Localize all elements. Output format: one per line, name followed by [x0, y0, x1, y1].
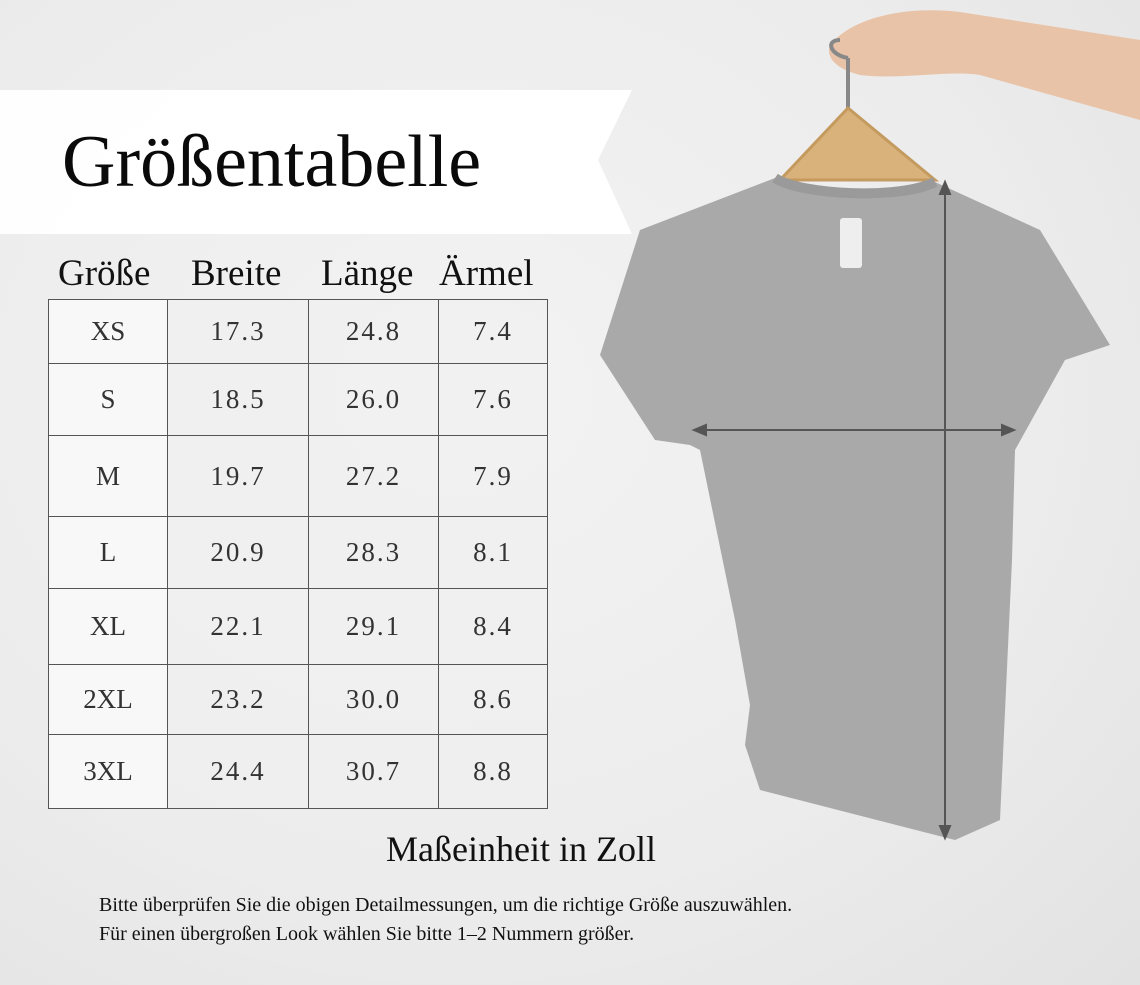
width-cell: 18.5: [167, 363, 309, 436]
size-cell: L: [48, 516, 168, 589]
width-cell: 24.4: [167, 734, 309, 809]
table-row: M 19.7 27.2 7.9: [48, 435, 548, 517]
length-cell: 26.0: [308, 363, 439, 436]
width-cell: 22.1: [167, 588, 309, 665]
note-line-2: Für einen übergroßen Look wählen Sie bit…: [99, 923, 635, 945]
width-cell: 19.7: [167, 435, 309, 517]
table-row: S 18.5 26.0 7.6: [48, 363, 548, 436]
width-cell: 23.2: [167, 664, 309, 735]
sleeve-cell: 8.4: [438, 588, 548, 665]
unit-note: Maßeinheit in Zoll: [386, 829, 656, 869]
page-title: Größentabelle: [62, 121, 482, 203]
header-size: Größe: [58, 253, 151, 294]
size-cell: XS: [48, 299, 168, 364]
sleeve-cell: 8.1: [438, 516, 548, 589]
table-row: L 20.9 28.3 8.1: [48, 516, 548, 589]
table-row: XS 17.3 24.8 7.4: [48, 299, 548, 364]
length-cell: 24.8: [308, 299, 439, 364]
size-cell: 3XL: [48, 734, 168, 809]
hanger: [776, 105, 940, 182]
length-cell: 28.3: [308, 516, 439, 589]
length-cell: 30.0: [308, 664, 439, 735]
sleeve-cell: 7.6: [438, 363, 548, 436]
title-banner: [0, 90, 632, 234]
size-cell: XL: [48, 588, 168, 665]
length-cell: 27.2: [308, 435, 439, 517]
tshirt-illustration: [600, 10, 1140, 841]
table-row: 2XL 23.2 30.0 8.6: [48, 664, 548, 735]
size-cell: 2XL: [48, 664, 168, 735]
sleeve-cell: 8.6: [438, 664, 548, 735]
size-cell: S: [48, 363, 168, 436]
header-length: Länge: [321, 253, 414, 294]
table-row: XL 22.1 29.1 8.4: [48, 588, 548, 665]
length-cell: 30.7: [308, 734, 439, 809]
header-sleeve: Ärmel: [439, 253, 534, 294]
shirt-body: [600, 178, 1110, 840]
table-row: 3XL 24.4 30.7 8.8: [48, 734, 548, 809]
width-cell: 20.9: [167, 516, 309, 589]
header-width: Breite: [191, 253, 282, 294]
sleeve-cell: 8.8: [438, 734, 548, 809]
note-line-1: Bitte überprüfen Sie die obigen Detailme…: [99, 894, 793, 916]
hand: [829, 10, 1140, 120]
sleeve-cell: 7.4: [438, 299, 548, 364]
hanger-hook: [829, 38, 850, 110]
width-cell: 17.3: [167, 299, 309, 364]
size-table: XS 17.3 24.8 7.4 S 18.5 26.0 7.6 M 19.7 27.2 7.9 L 20…: [48, 299, 548, 809]
sleeve-cell: 7.9: [438, 435, 548, 517]
measure-arrows: [691, 179, 1017, 841]
length-cell: 29.1: [308, 588, 439, 665]
size-cell: M: [48, 435, 168, 517]
